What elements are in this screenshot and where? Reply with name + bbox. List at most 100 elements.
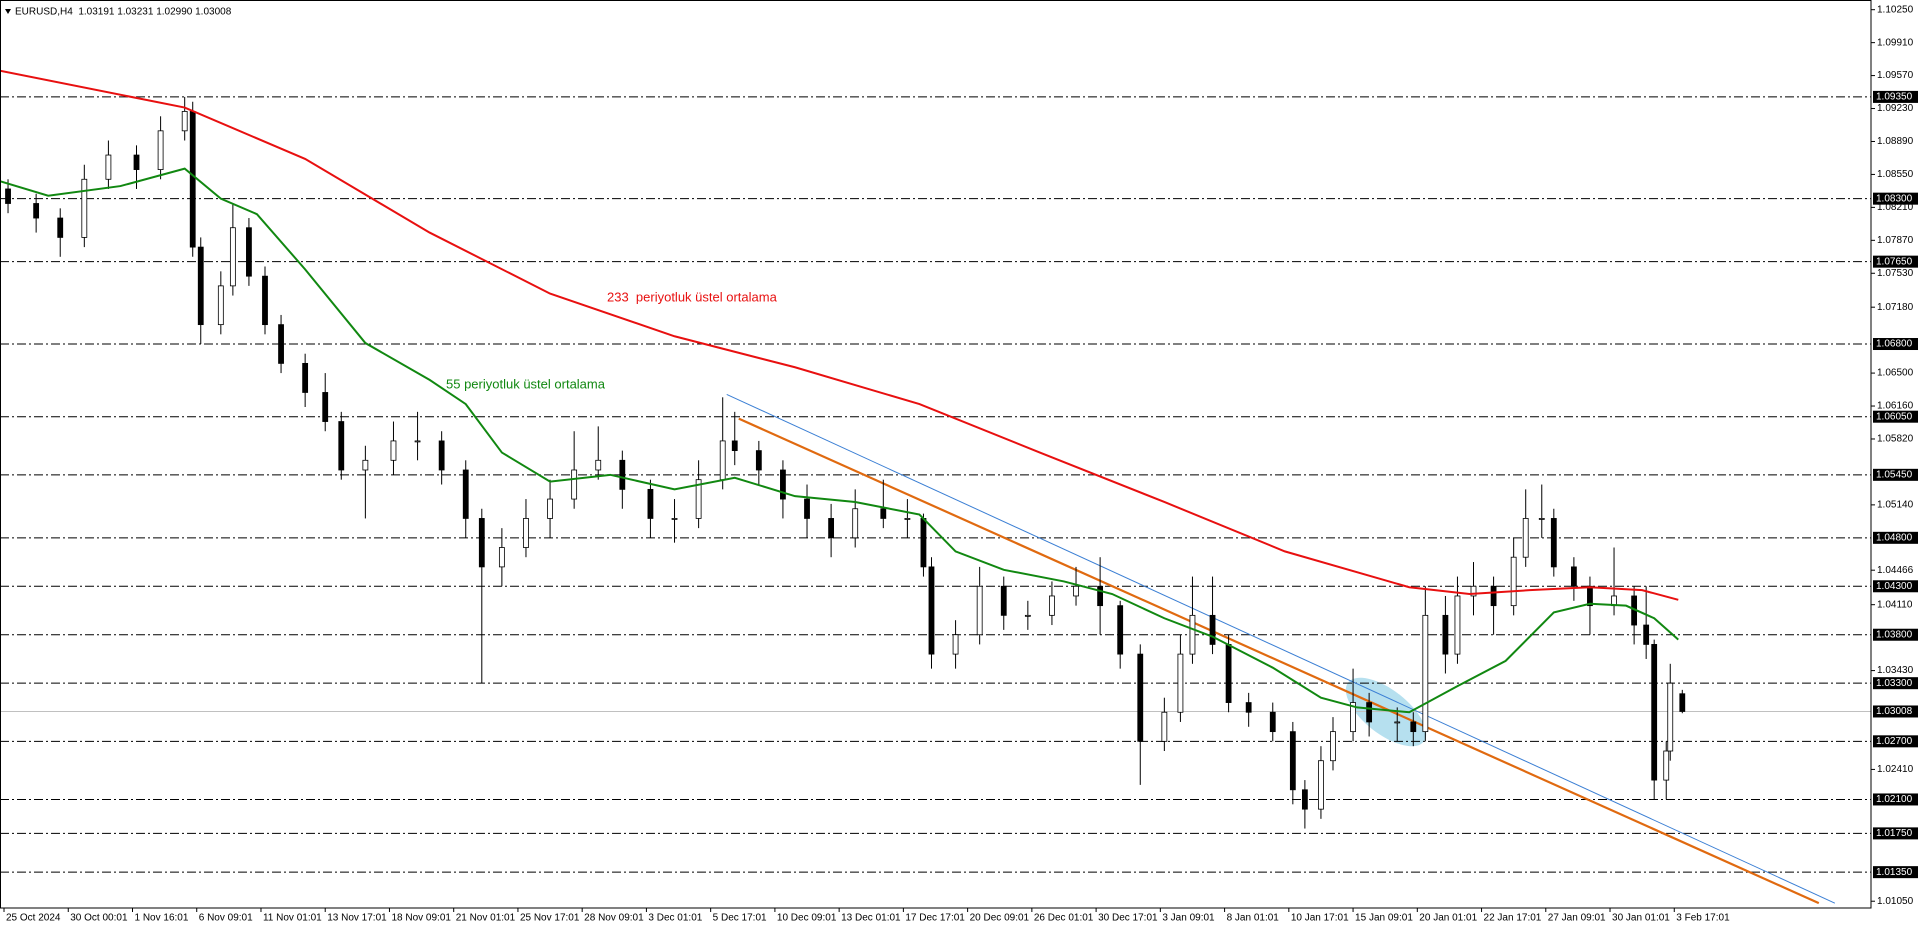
candle-body [1510, 556, 1517, 607]
candle-body [1289, 731, 1296, 791]
candle-body [1161, 711, 1168, 742]
candle-body [1024, 614, 1031, 617]
y-tick-label: 1.07180 [1877, 302, 1914, 313]
y-tick-label: 1.09910 [1877, 37, 1914, 48]
y-tick-label: 1.09570 [1877, 70, 1914, 81]
candle-body [1394, 721, 1401, 724]
x-tick-label: 17 Dec 17:01 [905, 913, 965, 924]
x-tick-label: 20 Jan 01:01 [1419, 913, 1477, 924]
highlight-zone [1345, 677, 1427, 747]
level-label-box [1873, 531, 1918, 544]
x-tick-label: 10 Jan 17:01 [1291, 913, 1349, 924]
level-label: 1.09350 [1876, 92, 1913, 103]
trend-line [738, 417, 1820, 905]
level-label-box [1873, 255, 1918, 268]
price-label: 1.03008 [1876, 706, 1913, 717]
y-tick-label: 1.03430 [1877, 665, 1914, 676]
candle-body [390, 440, 397, 461]
candle-body [780, 469, 786, 500]
x-tick-label: 18 Nov 09:01 [391, 913, 451, 924]
candle-body [229, 227, 236, 287]
y-tick-label: 1.10250 [1877, 4, 1914, 15]
candle-body [571, 469, 578, 500]
annotation: 233 periyotluk üstel ortalama [607, 289, 778, 304]
candle-body [1679, 693, 1686, 712]
candle-body [904, 518, 911, 520]
x-tick-label: 20 Dec 09:01 [970, 913, 1030, 924]
level-label: 1.01350 [1876, 867, 1913, 878]
level-label-box [1873, 468, 1918, 481]
candle-body [278, 324, 284, 364]
x-tick-label: 13 Nov 17:01 [327, 913, 387, 924]
candle-body [1490, 585, 1497, 607]
level-label: 1.08300 [1876, 193, 1913, 204]
x-tick-label: 25 Oct 2024 [6, 913, 61, 924]
level-label: 1.04800 [1876, 532, 1913, 543]
x-tick-label: 27 Jan 09:01 [1548, 913, 1606, 924]
candle-body [719, 440, 726, 481]
candle-body [547, 498, 553, 519]
candle-body [1454, 595, 1461, 655]
candle-body [880, 508, 887, 519]
candle-body [105, 154, 112, 180]
level-label-box [1873, 793, 1918, 806]
candle-body [1663, 750, 1670, 781]
x-tick-label: 3 Jan 09:01 [1162, 913, 1215, 924]
level-label-box [1873, 90, 1918, 103]
level-label-box [1873, 735, 1918, 748]
x-tick-label: 25 Nov 17:01 [520, 913, 580, 924]
x-tick-label: 30 Jan 01:01 [1612, 913, 1670, 924]
moving-average [0, 167, 1679, 714]
level-label-box [1873, 628, 1918, 641]
level-label: 1.03300 [1876, 678, 1913, 689]
y-tick-label: 1.07530 [1877, 268, 1914, 279]
symbol-menu-icon[interactable] [5, 9, 11, 14]
candle-body [920, 518, 927, 568]
x-tick-label: 11 Nov 01:01 [263, 913, 322, 924]
x-tick-label: 3 Dec 01:01 [648, 913, 702, 924]
candle-body [1000, 585, 1007, 616]
x-tick-label: 22 Jan 17:01 [1484, 913, 1542, 924]
plot-frame [0, 0, 1872, 909]
candle-body [189, 111, 196, 248]
candle-body [1177, 653, 1184, 713]
candle-body [1137, 653, 1144, 742]
y-tick-label: 1.08550 [1877, 169, 1914, 180]
y-tick-label: 1.06160 [1877, 401, 1914, 412]
level-label: 1.06800 [1876, 339, 1913, 350]
candle-body [1538, 518, 1545, 520]
level-label-box [1873, 677, 1918, 690]
annotation: 55 periyotluk üstel ortalama [446, 376, 606, 391]
x-tick-label: 13 Dec 01:01 [841, 913, 901, 924]
x-tick-label: 21 Nov 01:01 [456, 913, 516, 924]
level-label-box [1873, 580, 1918, 593]
candle-body [1318, 760, 1324, 810]
y-tick-label: 1.08890 [1877, 136, 1914, 147]
y-tick-label: 1.04110 [1877, 599, 1913, 610]
candle-body [362, 459, 369, 471]
candle-body [322, 392, 329, 422]
candle-body [1117, 605, 1124, 655]
candle-body [976, 585, 983, 636]
candle-body [928, 566, 935, 655]
candle-body [181, 111, 188, 132]
moving-average [0, 69, 1679, 601]
x-tick-label: 30 Dec 17:01 [1098, 913, 1158, 924]
x-tick-label: 30 Oct 00:01 [70, 913, 128, 924]
candle-body [1209, 614, 1216, 645]
candle-body [338, 421, 345, 471]
candle-body [1470, 585, 1477, 597]
candle-body [5, 188, 11, 204]
x-tick-label: 15 Jan 09:01 [1355, 913, 1413, 924]
candle-body [1643, 624, 1650, 645]
candle-body [952, 634, 959, 655]
level-label: 1.05450 [1876, 469, 1913, 480]
candle-body [619, 459, 626, 490]
candle-body [302, 362, 309, 393]
x-tick-label: 5 Dec 17:01 [713, 913, 767, 924]
x-tick-label: 3 Feb 17:01 [1676, 913, 1730, 924]
trend-line [726, 393, 1836, 904]
candle-body [731, 440, 738, 452]
